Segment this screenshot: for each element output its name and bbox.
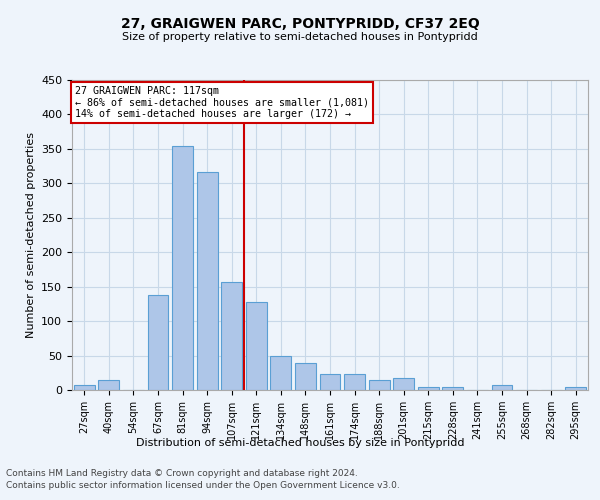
Bar [320, 374, 340, 390]
Bar [565, 387, 586, 390]
Bar [295, 363, 316, 390]
Bar [74, 385, 95, 390]
Y-axis label: Number of semi-detached properties: Number of semi-detached properties [26, 132, 35, 338]
Bar [246, 302, 267, 390]
Bar [148, 295, 169, 390]
Text: Distribution of semi-detached houses by size in Pontypridd: Distribution of semi-detached houses by … [136, 438, 464, 448]
Bar [491, 385, 512, 390]
Bar [172, 146, 193, 390]
Bar [368, 380, 389, 390]
Bar [98, 380, 119, 390]
Bar [344, 374, 365, 390]
Text: Contains public sector information licensed under the Open Government Licence v3: Contains public sector information licen… [6, 480, 400, 490]
Text: Contains HM Land Registry data © Crown copyright and database right 2024.: Contains HM Land Registry data © Crown c… [6, 469, 358, 478]
Bar [271, 356, 292, 390]
Bar [221, 282, 242, 390]
Text: Size of property relative to semi-detached houses in Pontypridd: Size of property relative to semi-detach… [122, 32, 478, 42]
Text: 27 GRAIGWEN PARC: 117sqm
← 86% of semi-detached houses are smaller (1,081)
14% o: 27 GRAIGWEN PARC: 117sqm ← 86% of semi-d… [74, 86, 368, 120]
Bar [197, 172, 218, 390]
Bar [393, 378, 414, 390]
Text: 27, GRAIGWEN PARC, PONTYPRIDD, CF37 2EQ: 27, GRAIGWEN PARC, PONTYPRIDD, CF37 2EQ [121, 18, 479, 32]
Bar [442, 386, 463, 390]
Bar [418, 386, 439, 390]
